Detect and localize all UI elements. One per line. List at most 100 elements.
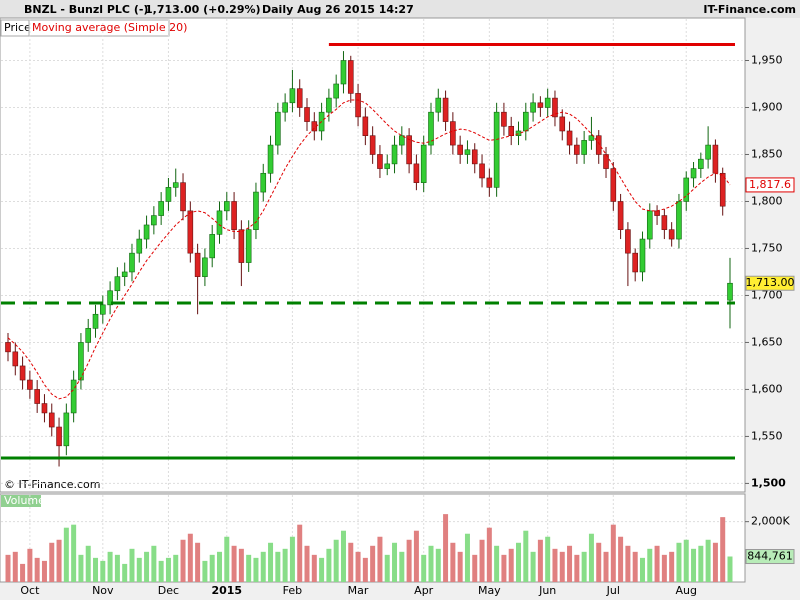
candle-body [48,412,55,428]
candle-body [231,201,237,230]
x-tick-label: Apr [414,584,434,597]
candle-body [690,168,697,179]
volume-label-box [1,495,41,507]
volume-bar [530,551,536,582]
volume-bar [705,539,711,582]
candle-body [260,172,267,193]
volume-bar [435,548,441,582]
header-bar [0,0,800,18]
volume-bar [333,539,339,582]
x-tick-label: Oct [20,584,40,597]
candle-body [530,102,536,113]
volume-bar [727,556,733,582]
volume-bar [698,545,704,582]
volume-bar [639,557,645,582]
moving-average-line [7,99,731,400]
volume-bar [479,539,485,582]
volume-bar [661,554,667,582]
x-tick-label: Nov [92,584,114,597]
volume-bar [588,533,594,582]
volume-bar [289,536,295,582]
price-last-label: 1,713.00 [746,276,795,289]
volume-bar [720,517,726,582]
legend-box [28,19,170,37]
candle-body [151,215,157,226]
volume-bar [384,554,390,582]
candle-body [5,342,11,353]
volume-bar [501,554,507,582]
y-tick-label: 1,950 [751,53,783,66]
candle-body [552,97,558,118]
volume-bar [625,545,631,582]
volume-bar [348,542,354,582]
volume-bar [472,554,478,582]
candle-body [683,177,690,202]
volume-bar [202,560,208,582]
y-tick-label: 1,850 [751,147,783,160]
volume-bar [187,533,193,582]
volume-bar [151,545,157,582]
y-tick-label: 1,900 [751,100,783,113]
candle-body [537,102,544,108]
candle-body [143,224,150,240]
volume-bar [216,551,222,582]
volume-bar [523,530,529,582]
ma-tag [745,177,795,193]
y-tick-label: 1,700 [751,288,783,301]
volume-bar [406,539,412,582]
volume-bar [537,539,543,582]
volume-bar [443,514,449,582]
candle-body [114,276,121,292]
candle-body [544,97,551,108]
candle-body [129,252,135,273]
volume-bar [559,551,565,582]
volume-bar [654,545,660,582]
candle-body [676,201,682,240]
candle-body [508,125,515,136]
volume-bar [27,548,33,582]
candle-body [180,182,186,212]
volume-bar [93,557,99,582]
candle-body [428,111,434,146]
candle-body [158,201,164,216]
legend-ma: Moving average (Simple 20) [32,21,187,34]
volume-bar [340,530,346,582]
candle-body [442,97,449,122]
x-tick-label: Jul [606,584,620,597]
volume-bar [399,551,405,582]
candle-body [610,168,617,202]
candle-body [566,130,573,146]
volume-bar [377,536,383,582]
volume-bar [56,539,62,582]
volume-bar [691,548,697,582]
candle-body [216,210,223,235]
ma-last-label: 1,817.6 [749,178,791,191]
y-tick-label: 1,800 [751,194,783,207]
candle-body [34,389,40,404]
candle-body [78,342,84,381]
candle-body [245,229,252,263]
x-tick-label: Jun [538,584,556,597]
volume-bar [392,542,398,582]
volume-bar [122,563,128,582]
candle-body [340,60,347,85]
candle-body [333,83,339,99]
volume-bar [486,527,492,582]
candle-body [632,252,638,273]
y-tick-label: 2,000K [751,515,790,528]
volume-bar [71,524,77,582]
volume-bar [421,554,427,582]
candle-body [654,210,660,216]
volume-bar [12,551,18,582]
candle-body [282,102,288,113]
candle-body [391,144,398,165]
candle-body [369,135,376,155]
volume-bar [596,542,602,582]
volume-bar [304,545,310,582]
x-tick-label: Dec [158,584,179,597]
volume-bar [275,551,281,582]
volume-bar [516,542,522,582]
candle-body [12,351,19,367]
volume-bar [180,539,186,582]
